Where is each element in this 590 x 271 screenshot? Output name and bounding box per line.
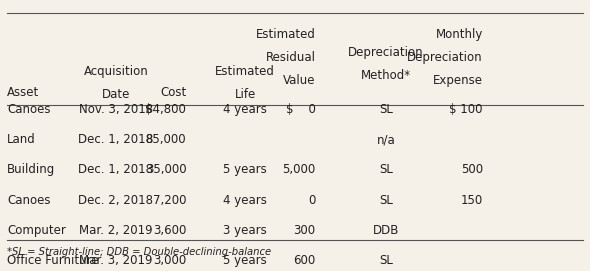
Text: Value: Value <box>283 74 316 87</box>
Text: $4,800: $4,800 <box>146 103 186 116</box>
Text: n/a: n/a <box>376 133 395 146</box>
Text: Depreciation: Depreciation <box>348 46 424 59</box>
Text: Estimated: Estimated <box>255 28 316 41</box>
Text: 5 years: 5 years <box>223 254 267 267</box>
Text: Expense: Expense <box>433 74 483 87</box>
Text: 85,000: 85,000 <box>146 133 186 146</box>
Text: 500: 500 <box>461 163 483 176</box>
Text: Date: Date <box>101 88 130 101</box>
Text: Life: Life <box>234 88 255 101</box>
Text: 5,000: 5,000 <box>282 163 316 176</box>
Text: Dec. 2, 2018: Dec. 2, 2018 <box>78 194 153 207</box>
Text: Building: Building <box>7 163 55 176</box>
Text: Residual: Residual <box>266 51 316 64</box>
Text: Office Furniture: Office Furniture <box>7 254 99 267</box>
Text: SL: SL <box>379 254 393 267</box>
Text: Canoes: Canoes <box>7 103 51 116</box>
Text: 3,600: 3,600 <box>153 224 186 237</box>
Text: 0: 0 <box>308 194 316 207</box>
Text: $ 100: $ 100 <box>450 103 483 116</box>
Text: 7,200: 7,200 <box>153 194 186 207</box>
Text: 3 years: 3 years <box>223 224 267 237</box>
Text: Dec. 1, 2018: Dec. 1, 2018 <box>78 133 153 146</box>
Text: 300: 300 <box>293 224 316 237</box>
Text: Canoes: Canoes <box>7 194 51 207</box>
Text: 35,000: 35,000 <box>146 163 186 176</box>
Text: Depreciation: Depreciation <box>407 51 483 64</box>
Text: Acquisition: Acquisition <box>84 65 148 78</box>
Text: Mar. 3, 2019: Mar. 3, 2019 <box>79 254 153 267</box>
Text: 600: 600 <box>293 254 316 267</box>
Text: DDB: DDB <box>373 224 399 237</box>
Text: Asset: Asset <box>7 86 40 99</box>
Text: Estimated: Estimated <box>215 65 275 78</box>
Text: Dec. 1, 2018: Dec. 1, 2018 <box>78 163 153 176</box>
Text: Cost: Cost <box>160 86 186 99</box>
Text: Monthly: Monthly <box>435 28 483 41</box>
Text: 150: 150 <box>461 194 483 207</box>
Text: Mar. 2, 2019: Mar. 2, 2019 <box>79 224 153 237</box>
Text: 4 years: 4 years <box>223 194 267 207</box>
Text: *SL = Straight-line; DDB = Double-declining-balance: *SL = Straight-line; DDB = Double-declin… <box>7 247 271 257</box>
Text: $    0: $ 0 <box>286 103 316 116</box>
Text: Land: Land <box>7 133 36 146</box>
Text: SL: SL <box>379 194 393 207</box>
Text: Nov. 3, 2018: Nov. 3, 2018 <box>79 103 153 116</box>
Text: 3,000: 3,000 <box>153 254 186 267</box>
Text: Computer: Computer <box>7 224 66 237</box>
Text: SL: SL <box>379 103 393 116</box>
Text: 5 years: 5 years <box>223 163 267 176</box>
Text: Method*: Method* <box>361 69 411 82</box>
Text: 4 years: 4 years <box>223 103 267 116</box>
Text: SL: SL <box>379 163 393 176</box>
